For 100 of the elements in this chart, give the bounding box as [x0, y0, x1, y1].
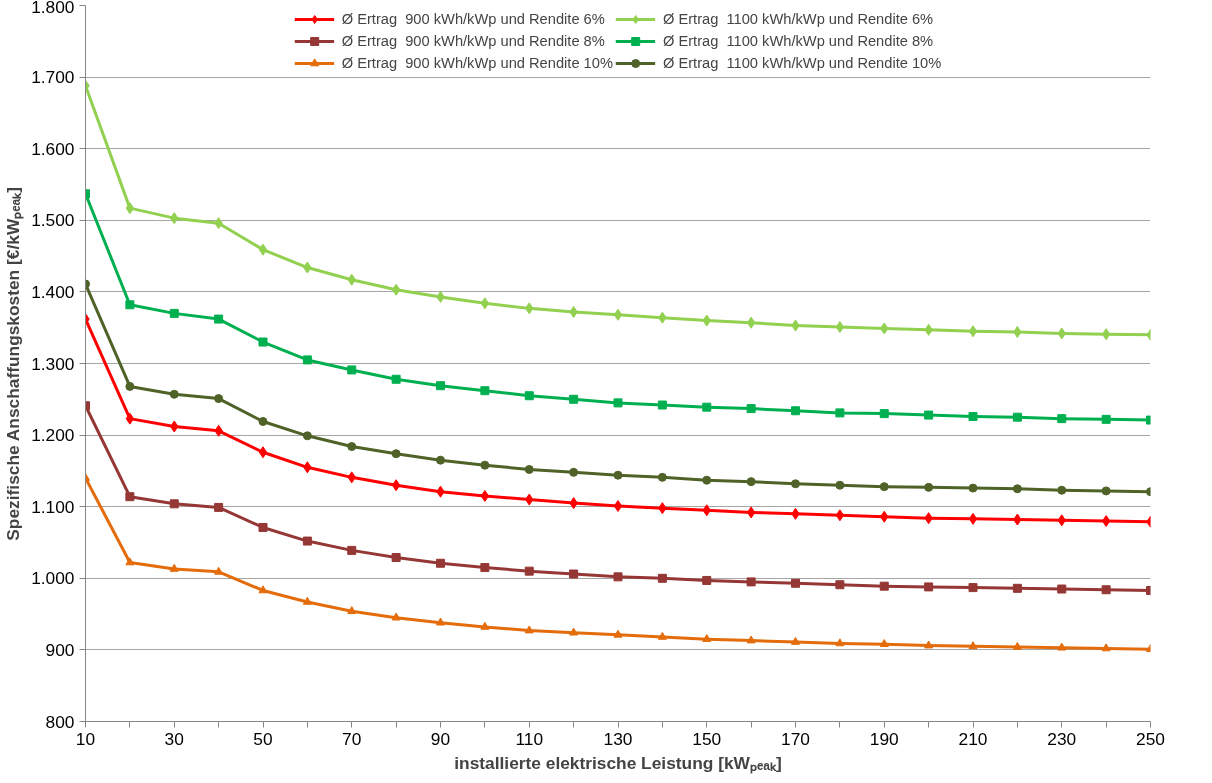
legend-label: Ø Ertrag 1100 kWh/kWp und Rendite 10% — [662, 55, 942, 71]
y-tick-label: 1.200 — [31, 425, 75, 446]
point — [791, 479, 800, 489]
point — [1101, 515, 1111, 528]
point — [968, 411, 978, 421]
point — [791, 406, 800, 416]
point — [125, 492, 135, 502]
point — [436, 617, 445, 626]
point — [657, 631, 667, 640]
point — [613, 398, 623, 408]
point — [613, 308, 623, 321]
point — [258, 417, 268, 426]
point — [347, 606, 357, 615]
y-tick-label: 1.800 — [31, 0, 75, 17]
point — [1101, 328, 1111, 341]
point — [657, 472, 667, 482]
point — [1101, 643, 1111, 652]
y-tick-label: 1.300 — [31, 353, 75, 374]
point — [613, 499, 623, 512]
point — [258, 585, 268, 594]
point — [702, 402, 712, 412]
point — [436, 558, 445, 568]
point — [258, 337, 268, 347]
x-tick-label: 50 — [253, 728, 273, 749]
point — [569, 467, 579, 477]
point — [1012, 583, 1022, 593]
x-tick-label: 150 — [692, 728, 722, 749]
point — [835, 408, 845, 418]
y-tick-label: 1.700 — [31, 67, 75, 88]
point — [746, 506, 756, 519]
point — [480, 621, 490, 630]
point — [169, 499, 179, 509]
point — [924, 582, 934, 592]
point — [746, 477, 756, 487]
legend-label: Ø Ertrag 900 kWh/kWp und Rendite 10% — [341, 55, 613, 71]
point — [1057, 584, 1067, 594]
point — [702, 575, 712, 585]
point — [791, 636, 800, 645]
point — [657, 573, 667, 583]
point — [524, 566, 534, 576]
point — [835, 580, 845, 590]
point — [302, 536, 312, 546]
x-tick-label: 230 — [1047, 728, 1077, 749]
point — [436, 381, 445, 391]
point — [1101, 486, 1111, 496]
point — [746, 635, 756, 644]
point — [347, 442, 357, 452]
y-tick-label: 1.100 — [31, 496, 75, 517]
point — [791, 578, 800, 588]
x-tick-label: 30 — [164, 728, 184, 749]
point — [879, 581, 889, 591]
point — [835, 480, 845, 490]
x-tick-label: 130 — [603, 728, 633, 749]
point — [968, 483, 978, 493]
point — [125, 300, 135, 310]
point — [214, 394, 224, 404]
point — [480, 297, 490, 310]
point — [125, 412, 135, 425]
point — [302, 596, 312, 605]
point — [524, 391, 534, 401]
point — [347, 365, 357, 375]
y-tick-label: 1.000 — [31, 568, 75, 589]
legend-label: Ø Ertrag 1100 kWh/kWp und Rendite 8% — [662, 33, 934, 49]
point — [924, 640, 934, 649]
y-tick-label: 900 — [45, 639, 75, 660]
point — [391, 479, 401, 492]
point — [879, 409, 889, 419]
point — [613, 470, 623, 480]
point — [391, 612, 401, 621]
point — [569, 627, 579, 636]
point — [1101, 585, 1111, 595]
legend-label: Ø Ertrag 900 kWh/kWp und Rendite 8% — [341, 33, 605, 49]
point — [1057, 485, 1067, 495]
point — [702, 634, 712, 642]
point — [1012, 484, 1022, 494]
point — [125, 381, 135, 391]
y-tick-label: 1.400 — [31, 281, 75, 302]
y-axis-title: Spezifische Anschaffungskosten [€/kWₚₑₐₖ] — [3, 186, 25, 541]
point — [968, 325, 978, 338]
point — [436, 455, 445, 465]
point — [569, 394, 579, 404]
point — [524, 625, 534, 634]
point — [214, 502, 224, 512]
point — [347, 545, 357, 555]
x-tick-label: 190 — [869, 728, 899, 749]
point — [391, 374, 401, 384]
y-tick-label: 800 — [45, 711, 75, 732]
point — [169, 563, 179, 572]
point — [968, 512, 978, 525]
point — [613, 629, 623, 638]
y-tick-label: 1.500 — [31, 210, 75, 231]
legend-label: Ø Ertrag 1100 kWh/kWp und Rendite 6% — [662, 11, 934, 27]
point — [968, 583, 978, 593]
point — [1012, 641, 1022, 650]
point — [391, 553, 401, 563]
point — [835, 638, 845, 647]
x-tick-label: 250 — [1136, 728, 1165, 749]
y-tick-label: 1.600 — [31, 138, 75, 159]
x-tick-label: 210 — [958, 728, 988, 749]
point — [524, 464, 534, 474]
